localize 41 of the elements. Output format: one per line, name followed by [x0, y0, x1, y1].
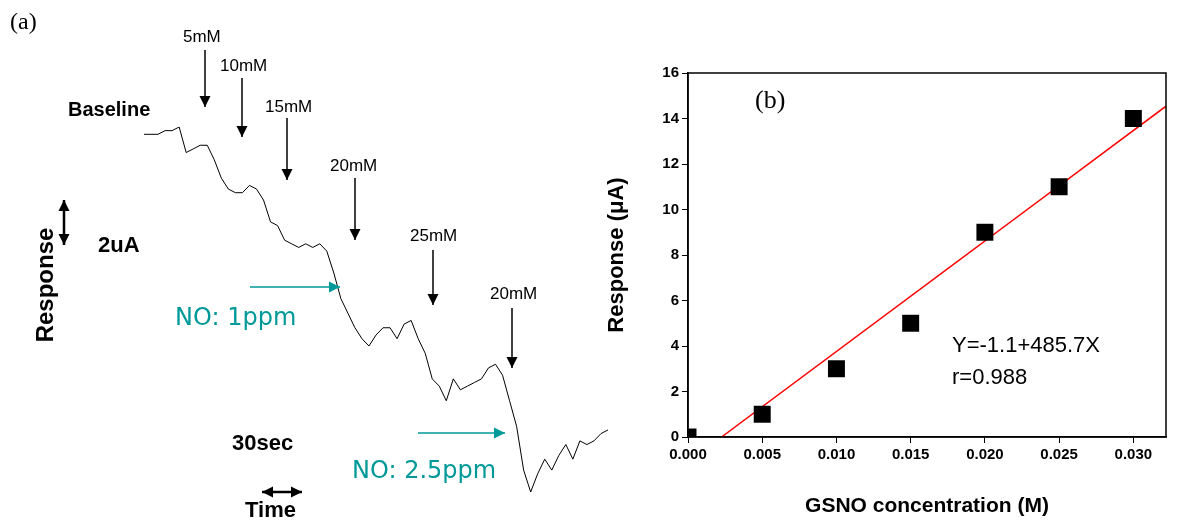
y-tick-label: 6	[670, 290, 679, 308]
annotation: 20mM	[490, 284, 538, 304]
text: (a)	[10, 8, 37, 35]
y-tick-label: 0	[670, 427, 679, 445]
x-tick-label: 0.030	[1114, 445, 1153, 463]
annotation: 25mM	[410, 226, 458, 246]
text: 2uA	[98, 232, 140, 258]
x-axis-title: GSNO concentration (M)	[805, 493, 1049, 517]
x-tick-label: 0.020	[966, 445, 1004, 463]
y-tick-label: 14	[662, 108, 680, 126]
x-tick-label: 0.025	[1040, 445, 1078, 463]
text: Baseline	[68, 98, 151, 121]
annotation: (b)	[755, 85, 786, 115]
x-axis-title: Time	[245, 497, 296, 523]
point	[1050, 178, 1068, 196]
point	[902, 314, 920, 332]
x-tick-label: 0.000	[669, 445, 707, 463]
y-tick-label: 16	[662, 63, 679, 81]
annotation: r=0.988	[952, 364, 1028, 390]
x-tick-label: 0.010	[817, 445, 856, 463]
point	[1124, 110, 1142, 127]
y-axis-title: Response (μA)	[603, 177, 629, 333]
text: 10mM	[220, 56, 268, 76]
y-tick-label: 10	[662, 199, 679, 217]
y-tick-label: 12	[662, 154, 679, 172]
y-tick-label: 4	[670, 336, 680, 354]
x-tick-label: 0.015	[891, 445, 930, 463]
y-tick-label: 2	[670, 381, 679, 399]
annotation: 30sec	[232, 430, 294, 456]
x-tick-label: 0.005	[743, 445, 781, 463]
annotation: 20mM	[330, 156, 378, 176]
point	[827, 360, 845, 378]
y-tick-label: 8	[670, 245, 679, 263]
annotation: NO: 2.5ppm	[352, 456, 497, 484]
y-axis-title: Response	[31, 227, 59, 343]
annotation: NO: 1ppm	[175, 303, 297, 331]
annotation: Y=-1.1+485.7X	[952, 332, 1101, 358]
text: 15mM	[265, 97, 313, 117]
point	[976, 223, 994, 241]
text: 5mM	[183, 27, 221, 47]
point	[753, 405, 771, 423]
